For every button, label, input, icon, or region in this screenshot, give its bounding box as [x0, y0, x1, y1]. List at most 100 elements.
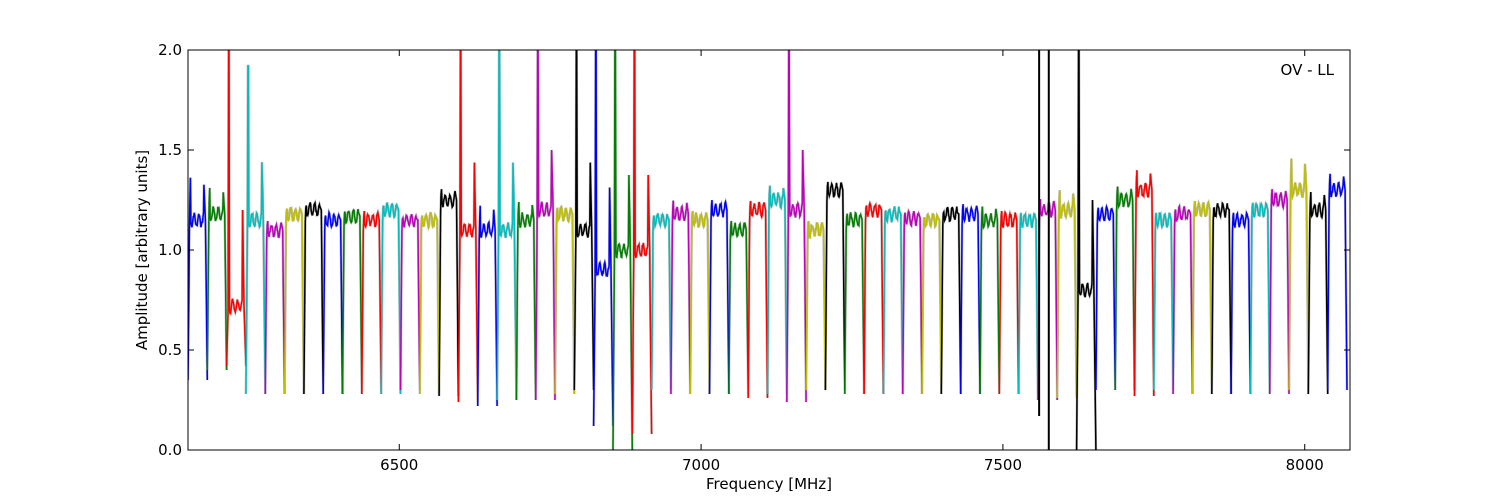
background-line: [920, 211, 943, 395]
series-line: [1288, 158, 1310, 391]
series-line: [1114, 186, 1136, 391]
series-line: [380, 202, 402, 395]
series-line: [1133, 170, 1155, 397]
series-line: [766, 185, 788, 395]
background-line: [399, 212, 422, 391]
background-line: [804, 220, 827, 391]
series-line: [303, 200, 324, 395]
series-line: [863, 201, 885, 395]
series-line: [1037, 199, 1058, 401]
series-line: [940, 206, 962, 395]
series-line: [476, 205, 498, 407]
series-line: [264, 220, 286, 395]
series-line: [728, 220, 749, 395]
background-line: [766, 185, 789, 395]
background-line: [1326, 173, 1349, 391]
background-line: [824, 179, 847, 391]
background-line: [553, 204, 576, 395]
series-line: [670, 200, 691, 395]
chart-annotation: OV - LL: [1281, 61, 1335, 79]
series-line: [844, 211, 865, 395]
series-line: [206, 187, 228, 371]
y-tick-label: 2.0: [158, 41, 182, 59]
y-tick-label: 0.0: [158, 441, 182, 459]
background-line: [379, 202, 402, 395]
series-line: [592, 50, 614, 427]
series-line: [959, 204, 981, 395]
background-line: [1133, 170, 1156, 397]
spike-layer: [1038, 50, 1050, 450]
background-line: [1017, 210, 1040, 395]
series-layer: [188, 50, 1348, 450]
background-line: [321, 207, 344, 395]
series-line: [1268, 189, 1290, 395]
y-tick-label: 1.0: [158, 241, 182, 259]
series-line: [573, 50, 595, 391]
x-axis-ticks: 6500 7000 7500 8000: [380, 50, 1324, 474]
series-line: [979, 206, 1001, 395]
background-line: [1307, 191, 1329, 395]
background-line: [341, 208, 364, 395]
x-tick-label: 6500: [380, 456, 418, 474]
background-line: [1191, 198, 1214, 395]
background-line: [669, 200, 692, 395]
y-tick-label: 1.5: [158, 141, 182, 159]
background-line: [959, 203, 982, 395]
series-line: [1075, 50, 1097, 450]
series-line: [901, 208, 923, 395]
series-line: [882, 206, 904, 395]
series-line: [1095, 204, 1116, 391]
series-line: [554, 205, 576, 395]
background-line: [998, 208, 1020, 395]
background-line: [1171, 201, 1194, 395]
series-line: [361, 209, 382, 395]
series-line: [1017, 211, 1039, 395]
series-line: [399, 213, 421, 391]
background-line: [302, 198, 325, 395]
series-line: [283, 206, 305, 395]
series-line: [998, 210, 1020, 395]
background-line: [708, 197, 731, 395]
series-line: [1326, 173, 1348, 391]
background-line: [264, 219, 286, 395]
background-line: [1094, 202, 1117, 391]
series-line: [1191, 200, 1213, 395]
background-line: [515, 201, 537, 401]
series-line: [1172, 203, 1194, 395]
series-line: [534, 50, 556, 401]
background-line: [746, 200, 769, 399]
background-line: [437, 189, 460, 397]
series-line: [708, 199, 730, 395]
x-tick-label: 7500: [984, 456, 1022, 474]
series-line: [824, 181, 846, 391]
background-line: [727, 220, 750, 395]
series-line: [515, 201, 537, 401]
series-line: [612, 50, 634, 450]
series-line: [419, 212, 440, 395]
series-line: [747, 200, 769, 399]
x-axis-label: Frequency [MHz]: [706, 475, 832, 493]
series-line: [1307, 191, 1329, 395]
y-tick-label: 0.5: [158, 341, 182, 359]
series-line: [1056, 190, 1078, 399]
background-line: [688, 210, 711, 395]
series-line: [689, 210, 711, 395]
series-line: [786, 50, 807, 403]
series-line: [1249, 201, 1271, 395]
background-line: [1152, 210, 1175, 391]
series-line: [1230, 210, 1252, 395]
series-line: [805, 220, 827, 391]
series-line: [457, 50, 479, 403]
series-line: [438, 189, 460, 397]
series-line: [225, 50, 247, 367]
background-line: [650, 211, 673, 391]
background-line: [1055, 190, 1078, 399]
background-line: [978, 206, 1001, 395]
y-axis-label: Amplitude [arbitrary units]: [133, 150, 151, 350]
y-axis-ticks: 0.0 0.5 1.0 1.5 2.0: [158, 41, 1350, 459]
series-line: [650, 212, 672, 391]
background-line: [1268, 189, 1291, 395]
x-tick-label: 8000: [1286, 456, 1324, 474]
